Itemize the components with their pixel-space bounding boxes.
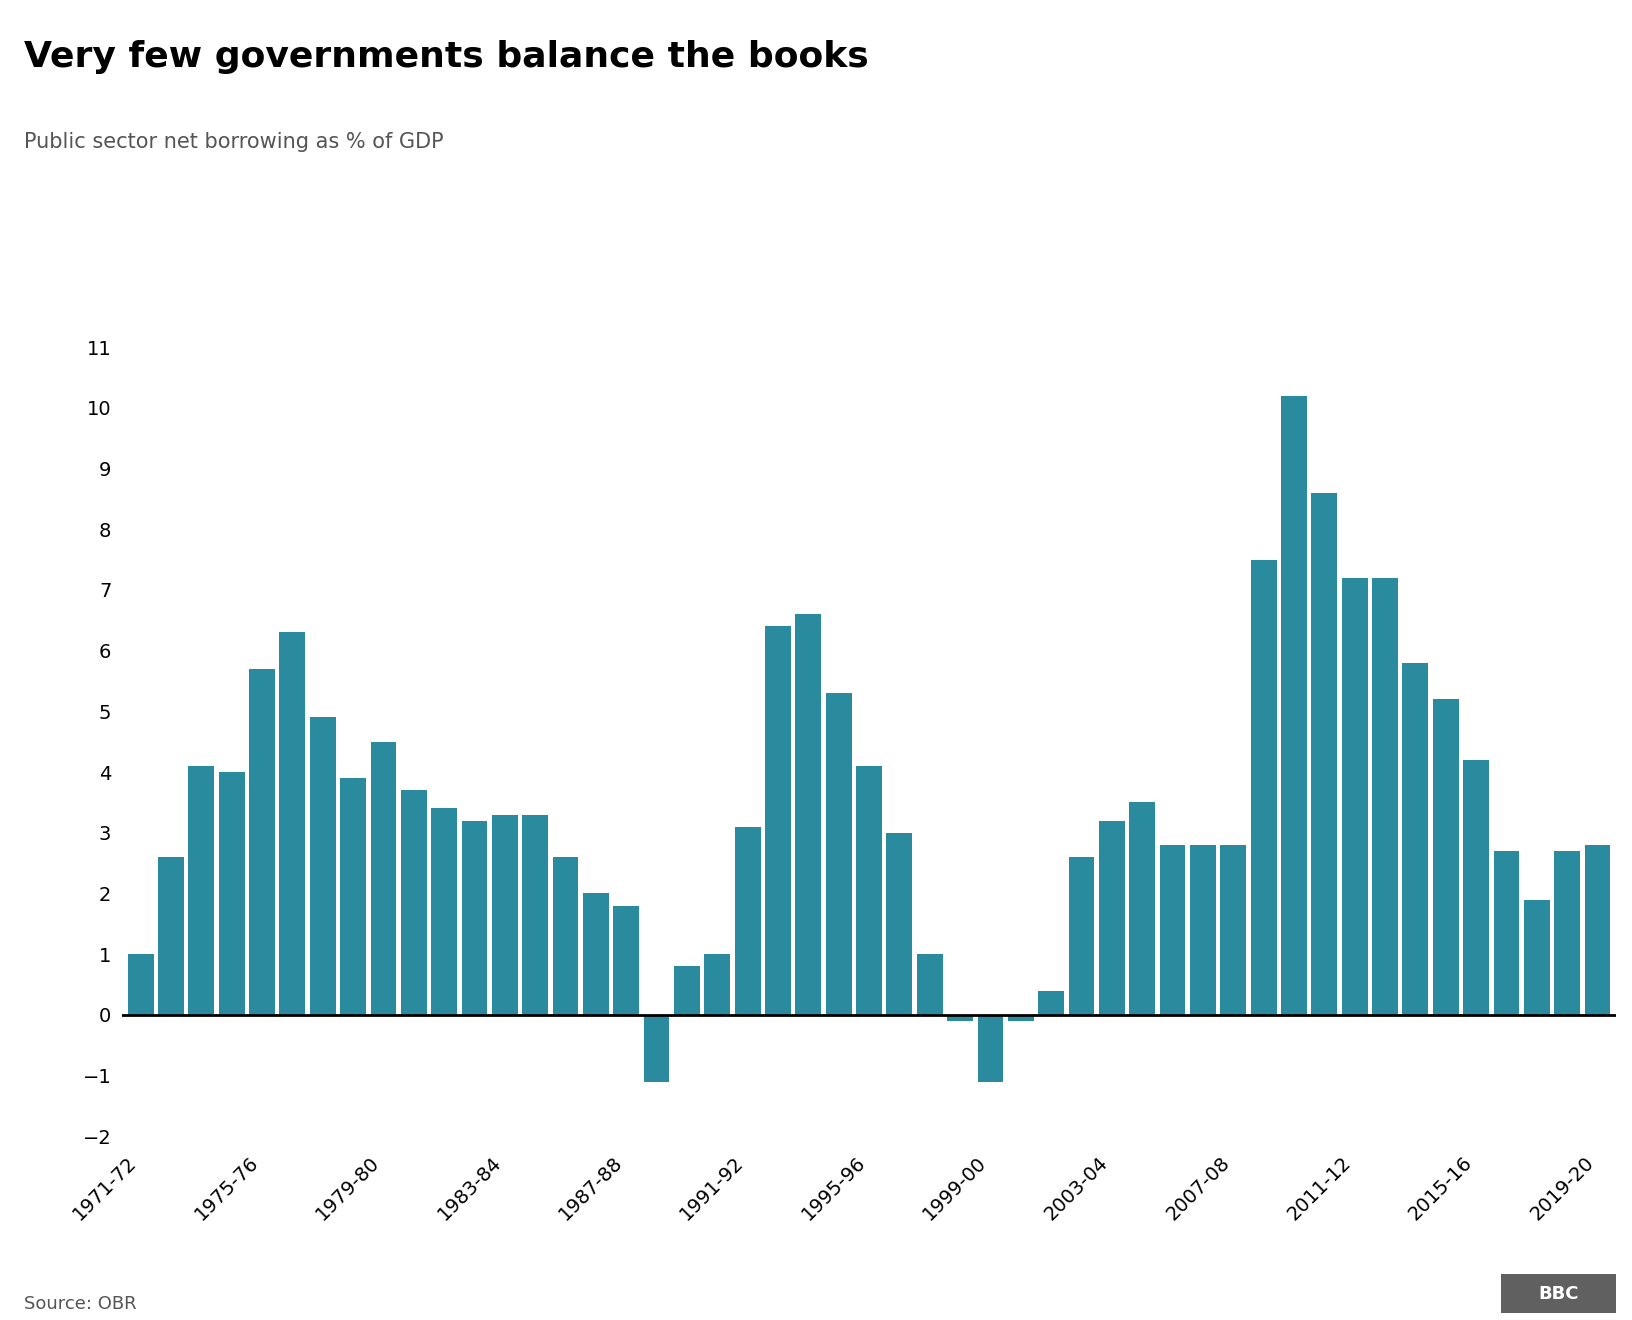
Bar — [1281, 396, 1307, 1015]
Bar — [1402, 663, 1428, 1015]
Bar — [1312, 492, 1337, 1015]
Bar — [522, 814, 548, 1015]
Bar — [826, 693, 852, 1015]
Bar — [1464, 760, 1488, 1015]
Bar — [795, 614, 821, 1015]
Bar — [917, 954, 943, 1015]
Text: Public sector net borrowing as % of GDP: Public sector net borrowing as % of GDP — [24, 132, 444, 152]
Bar — [734, 826, 761, 1015]
Text: BBC: BBC — [1539, 1284, 1578, 1303]
Bar — [1585, 845, 1611, 1015]
Bar — [370, 742, 397, 1015]
Bar — [1493, 851, 1519, 1015]
Bar — [431, 808, 457, 1015]
Bar — [1160, 845, 1185, 1015]
Bar — [188, 766, 214, 1015]
Text: Source: OBR: Source: OBR — [24, 1295, 137, 1313]
Bar — [1009, 1015, 1033, 1020]
Bar — [947, 1015, 973, 1020]
Bar — [1373, 578, 1399, 1015]
Bar — [279, 632, 305, 1015]
Bar — [250, 669, 274, 1015]
Bar — [491, 814, 517, 1015]
Bar — [583, 894, 609, 1015]
Bar — [462, 821, 488, 1015]
Bar — [1069, 857, 1095, 1015]
Bar — [401, 791, 426, 1015]
Bar — [674, 966, 700, 1015]
Bar — [1554, 851, 1580, 1015]
Bar — [127, 954, 153, 1015]
Bar — [886, 833, 912, 1015]
Bar — [643, 1015, 669, 1081]
Bar — [1524, 899, 1550, 1015]
Bar — [1190, 845, 1216, 1015]
Bar — [1129, 803, 1155, 1015]
Bar — [219, 772, 245, 1015]
Bar — [978, 1015, 1004, 1081]
Bar — [158, 857, 184, 1015]
Bar — [1221, 845, 1247, 1015]
Bar — [1342, 578, 1368, 1015]
Bar — [339, 777, 366, 1015]
Bar — [310, 718, 336, 1015]
Bar — [1038, 990, 1064, 1015]
Bar — [857, 766, 881, 1015]
Bar — [614, 906, 640, 1015]
Text: Very few governments balance the books: Very few governments balance the books — [24, 40, 870, 74]
Bar — [1250, 560, 1276, 1015]
Bar — [765, 627, 792, 1015]
Bar — [1433, 700, 1459, 1015]
Bar — [553, 857, 578, 1015]
Bar — [1098, 821, 1124, 1015]
Bar — [705, 954, 730, 1015]
